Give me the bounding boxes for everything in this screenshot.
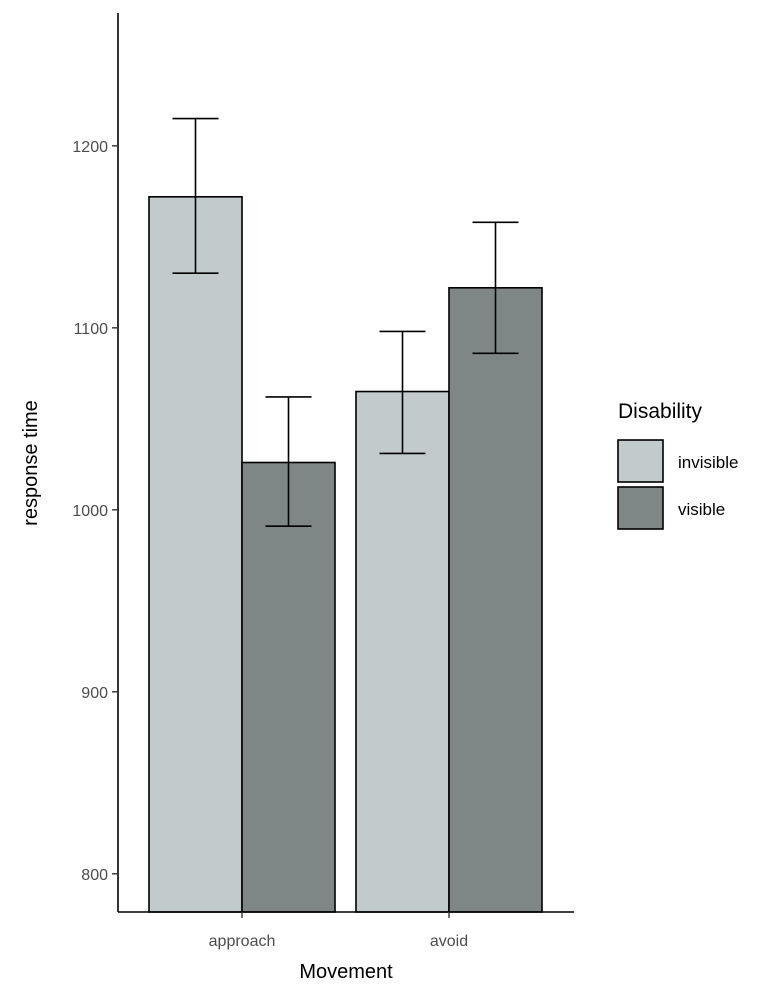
- y-axis-title: response time: [20, 400, 42, 526]
- y-tick-label: 900: [81, 685, 108, 702]
- bars-layer: [148, 196, 543, 913]
- legend-title: Disability: [618, 400, 703, 423]
- legend-swatch-invisible: [617, 439, 664, 483]
- error-bars-layer: [172, 117, 519, 527]
- y-ticks-layer: 800 900 1000 1100 1200: [72, 139, 118, 884]
- error-bar-avoid-visible: [472, 221, 519, 355]
- y-tick-label: 1200: [72, 139, 108, 156]
- y-tick-label: 1000: [72, 503, 108, 520]
- bar-approach-invisible: [148, 196, 243, 913]
- legend-label-visible: visible: [678, 500, 725, 519]
- x-tick-label: approach: [209, 933, 276, 950]
- y-tick-label: 1100: [74, 321, 109, 338]
- legend-items: invisible visible: [617, 439, 738, 530]
- error-bar-approach-visible: [265, 396, 312, 527]
- x-axis-title: Movement: [299, 961, 393, 983]
- legend-label-invisible: invisible: [678, 453, 738, 472]
- y-tick-label: 800: [81, 867, 108, 884]
- legend-swatch-visible: [617, 486, 664, 530]
- error-bar-approach-invisible: [172, 117, 219, 275]
- error-bar-avoid-invisible: [379, 330, 426, 455]
- bar-avoid-visible: [448, 286, 543, 913]
- bar-avoid-invisible: [355, 390, 450, 913]
- bar-approach-visible: [241, 461, 336, 913]
- x-tick-label: avoid: [430, 933, 468, 950]
- x-ticks-layer: approach avoid: [209, 912, 468, 950]
- legend: Disability invisible visible: [617, 400, 738, 530]
